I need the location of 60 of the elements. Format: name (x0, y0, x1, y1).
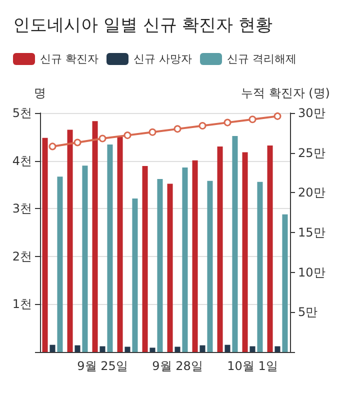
bar (74, 345, 80, 352)
point (224, 118, 232, 126)
legend-label: 신규 사망자 (133, 52, 192, 66)
y2-tick-label: 5만 (298, 305, 318, 320)
x-tick-label: 10월 1일 (227, 359, 278, 373)
chart-title: 인도네시아 일별 신규 확진자 현황 (13, 16, 273, 36)
bar (182, 167, 188, 352)
bar (232, 136, 238, 352)
bar (250, 346, 256, 352)
point (124, 132, 132, 140)
x-tick-label: 9월 25일 (77, 359, 128, 373)
bar (242, 152, 248, 352)
bar (42, 138, 48, 352)
point (148, 128, 156, 136)
bar (274, 346, 280, 352)
point (174, 125, 182, 133)
y2-tick-label: 10만 (298, 265, 326, 280)
bar (267, 146, 273, 352)
x-tick-label: 9월 28일 (152, 359, 203, 373)
y-tick-label: 2천 (12, 249, 32, 264)
legend-label: 신규 확진자 (40, 52, 98, 66)
point (74, 138, 82, 146)
y2-tick-label: 20만 (298, 186, 326, 200)
bar (82, 166, 88, 352)
bar (157, 178, 163, 352)
bar (107, 144, 113, 352)
y-tick-label: 5천 (12, 106, 32, 120)
bar (50, 344, 56, 352)
bar (257, 182, 263, 352)
legend-label: 신규 격리해제 (226, 52, 296, 66)
bar (167, 184, 173, 352)
y2-axis-title: 누적 확진자 (명) (241, 86, 330, 100)
bar (57, 176, 63, 352)
bar (174, 346, 180, 352)
bar (132, 198, 138, 352)
y2-tick-label: 30만 (298, 106, 326, 120)
bar (192, 160, 198, 352)
y-tick-label: 4천 (12, 154, 32, 168)
point (98, 134, 106, 142)
bar (124, 346, 130, 352)
bar (282, 214, 288, 352)
bar (224, 344, 230, 352)
y2-tick-label: 25만 (298, 146, 326, 160)
point (48, 142, 56, 150)
point (198, 122, 206, 130)
point (274, 112, 282, 120)
y-axis-title: 명 (34, 86, 46, 100)
point (248, 116, 256, 124)
y-tick-label: 1천 (12, 297, 32, 312)
bar (207, 180, 213, 352)
y2-tick-label: 15만 (298, 226, 326, 240)
bar (142, 166, 148, 352)
y-tick-label: 3천 (12, 202, 32, 216)
bar (200, 345, 206, 352)
bar (92, 121, 98, 352)
bar (217, 146, 223, 352)
bar (117, 136, 123, 352)
bar (100, 346, 106, 352)
bar (67, 130, 73, 352)
bar (150, 348, 156, 352)
